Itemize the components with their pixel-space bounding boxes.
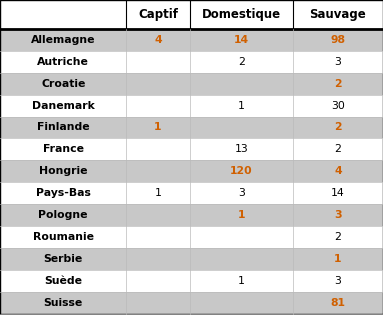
Bar (126, 248, 190, 270)
Text: 1: 1 (154, 123, 162, 133)
Bar (293, 51, 383, 73)
Bar (293, 0, 383, 29)
Bar (0, 226, 126, 248)
Text: France: France (43, 144, 84, 154)
Bar (190, 51, 293, 73)
Text: 4: 4 (154, 35, 162, 45)
Bar (0, 73, 126, 94)
Text: 2: 2 (334, 123, 342, 133)
Bar (126, 117, 190, 139)
Bar (0, 51, 126, 73)
Text: 3: 3 (334, 210, 342, 220)
Bar (293, 73, 383, 94)
Bar (293, 29, 383, 51)
Bar (190, 73, 293, 94)
Bar (0, 94, 126, 117)
Text: Suède: Suède (44, 276, 82, 286)
Bar (293, 117, 383, 139)
Bar (0, 160, 126, 182)
Bar (126, 270, 190, 292)
Text: Roumanie: Roumanie (33, 232, 94, 242)
Bar (126, 94, 190, 117)
Text: 1: 1 (237, 210, 245, 220)
Text: Domestique: Domestique (202, 8, 281, 21)
Text: Croatie: Croatie (41, 79, 85, 89)
Text: 81: 81 (331, 298, 345, 308)
Text: Danemark: Danemark (32, 100, 95, 111)
Bar (190, 29, 293, 51)
Bar (126, 29, 190, 51)
Text: Suisse: Suisse (44, 298, 83, 308)
Text: Hongrie: Hongrie (39, 166, 87, 176)
Bar (293, 270, 383, 292)
Text: 120: 120 (230, 166, 253, 176)
Bar (0, 292, 126, 314)
Bar (293, 94, 383, 117)
Bar (190, 139, 293, 160)
Text: 14: 14 (331, 188, 345, 198)
Bar (190, 292, 293, 314)
Bar (126, 182, 190, 204)
Bar (0, 29, 126, 51)
Bar (190, 0, 293, 29)
Bar (190, 204, 293, 226)
Bar (0, 248, 126, 270)
Text: 2: 2 (238, 57, 245, 67)
Text: Allemagne: Allemagne (31, 35, 95, 45)
Bar (126, 73, 190, 94)
Bar (126, 292, 190, 314)
Bar (0, 204, 126, 226)
Text: 3: 3 (238, 188, 245, 198)
Bar (126, 0, 190, 29)
Text: 14: 14 (234, 35, 249, 45)
Bar (293, 160, 383, 182)
Text: Serbie: Serbie (44, 254, 83, 264)
Bar (126, 160, 190, 182)
Bar (190, 160, 293, 182)
Bar (293, 204, 383, 226)
Text: 30: 30 (331, 100, 345, 111)
Bar (0, 182, 126, 204)
Bar (190, 270, 293, 292)
Text: 13: 13 (234, 144, 248, 154)
Bar (190, 117, 293, 139)
Text: 1: 1 (334, 254, 342, 264)
Text: 4: 4 (334, 166, 342, 176)
Bar (190, 248, 293, 270)
Text: Finlande: Finlande (37, 123, 90, 133)
Bar (0, 139, 126, 160)
Text: Pologne: Pologne (38, 210, 88, 220)
Text: Sauvage: Sauvage (309, 8, 367, 21)
Bar (126, 139, 190, 160)
Bar (190, 182, 293, 204)
Text: Autriche: Autriche (37, 57, 89, 67)
Text: 3: 3 (335, 276, 341, 286)
Text: 98: 98 (331, 35, 345, 45)
Bar (0, 0, 126, 29)
Bar (293, 248, 383, 270)
Bar (293, 182, 383, 204)
Bar (126, 204, 190, 226)
Bar (0, 270, 126, 292)
Text: 3: 3 (335, 57, 341, 67)
Text: 2: 2 (334, 79, 342, 89)
Text: 1: 1 (155, 188, 161, 198)
Text: Captif: Captif (138, 8, 178, 21)
Bar (293, 139, 383, 160)
Bar (190, 226, 293, 248)
Text: 2: 2 (335, 232, 341, 242)
Text: 1: 1 (238, 100, 245, 111)
Bar (0, 117, 126, 139)
Text: 2: 2 (335, 144, 341, 154)
Bar (293, 292, 383, 314)
Text: Pays-Bas: Pays-Bas (36, 188, 91, 198)
Bar (126, 226, 190, 248)
Bar (293, 226, 383, 248)
Bar (190, 94, 293, 117)
Bar (126, 51, 190, 73)
Text: 1: 1 (238, 276, 245, 286)
